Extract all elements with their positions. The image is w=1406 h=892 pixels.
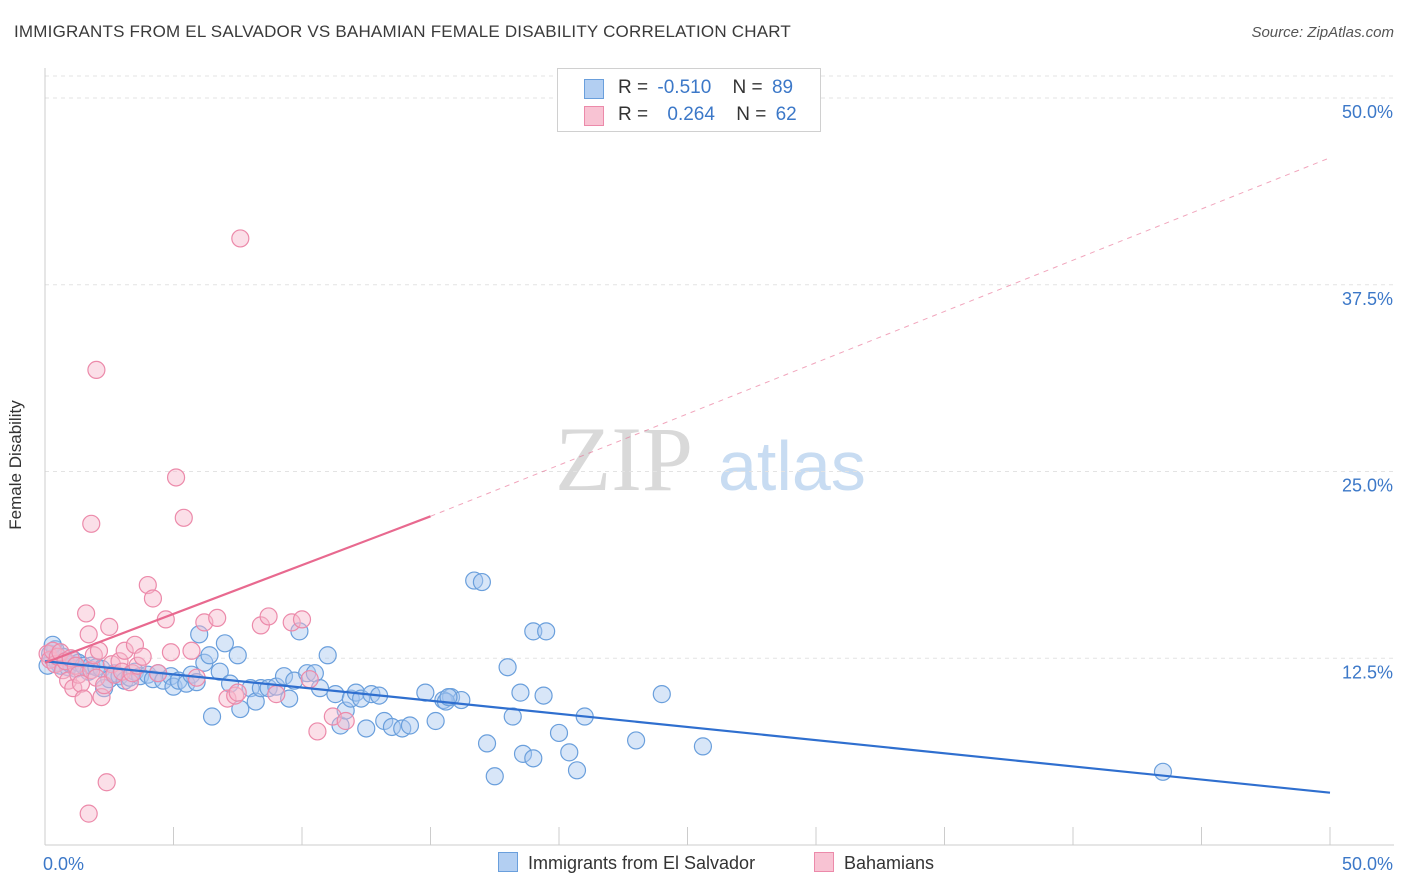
bottom-legend-label: Bahamians [844,853,935,873]
data-point-bahamians [133,647,152,666]
data-point-el-salvador [626,731,646,750]
data-point-el-salvador [537,622,556,641]
legend-swatch-pink [584,106,604,126]
data-point-bahamians [208,608,227,628]
data-point-bahamians [292,610,312,629]
y-tick-label: 37.5% [1342,289,1393,309]
x-tick-label: 50.0% [1342,854,1393,874]
data-point-el-salvador [549,723,569,743]
legend-swatch-blue [584,79,604,99]
data-point-bahamians [174,508,193,527]
data-point-bahamians [300,670,319,689]
y-tick-label: 12.5% [1342,662,1393,682]
data-point-el-salvador [357,719,376,738]
data-point-el-salvador [567,761,587,780]
data-point-el-salvador [326,685,345,704]
data-point-bahamians [51,643,70,662]
bottom-legend-bahamians: Bahamians [814,852,934,874]
data-point-bahamians [77,604,96,623]
data-point-el-salvador [426,711,445,731]
data-point-el-salvador [318,646,337,665]
data-point-bahamians [87,360,106,380]
data-point-el-salvador [465,571,484,590]
data-point-el-salvador [190,625,209,644]
legend-text-bahamians: R = 0.264 N = 62 [618,104,797,126]
data-point-el-salvador [215,634,234,653]
data-point-bahamians [228,683,247,702]
y-tick-label: 50.0% [1342,102,1393,122]
data-point-bahamians [71,674,91,693]
data-point-el-salvador [524,622,543,641]
data-point-bahamians [79,804,98,823]
data-point-el-salvador [498,658,517,677]
trend-line-bahamians-extension [430,157,1331,517]
data-point-el-salvador [693,737,713,756]
trend-line-el-salvador [44,660,1331,794]
data-point-bahamians [115,641,134,660]
legend-n-label: N = [736,104,767,125]
legend-r-label: R = [618,104,649,125]
data-point-bahamians [138,575,157,595]
data-point-bahamians [308,722,327,741]
data-point-bahamians [97,773,116,792]
x-tick-label: 0.0% [43,854,84,874]
data-point-el-salvador [228,646,247,665]
data-point-bahamians [92,687,111,707]
data-point-bahamians [282,613,301,632]
bottom-legend-el-salvador: Immigrants from El Salvador [498,852,755,874]
data-point-el-salvador [485,767,504,786]
legend-r-value: 0.264 [667,104,715,125]
data-point-el-salvador [246,692,265,711]
legend-r-value: -0.510 [657,77,712,98]
data-point-el-salvador [511,683,530,702]
data-point-el-salvador [477,734,497,753]
data-point-el-salvador [341,689,360,708]
bottom-legend-swatch-pink [814,852,834,872]
legend-text-el-salvador: R = -0.510 N = 89 [618,77,793,99]
data-point-el-salvador [524,749,543,768]
data-point-bahamians [231,229,250,248]
data-point-bahamians [87,668,106,687]
data-point-bahamians [259,607,278,626]
data-point-el-salvador [513,744,533,763]
watermark-atlas: atlas [718,427,866,505]
data-point-bahamians [161,643,181,662]
data-point-el-salvador [200,646,219,665]
data-point-el-salvador [472,572,491,592]
y-tick-label: 25.0% [1342,476,1393,496]
data-point-bahamians [226,686,245,705]
data-point-bahamians [82,514,101,533]
legend-r-label: R = [618,77,649,98]
correlation-legend: R = -0.510 N = 89 R = 0.264 N = 62 [557,68,821,132]
data-point-bahamians [100,617,119,636]
data-point-bahamians [267,685,286,704]
data-point-el-salvador [652,685,671,704]
watermark-zip: ZIP [555,408,693,510]
data-point-bahamians [166,468,186,487]
bottom-legend-swatch-blue [498,852,518,872]
data-point-el-salvador [1153,762,1173,781]
trend-line-bahamians [44,515,431,664]
data-point-bahamians [182,641,201,660]
data-point-el-salvador [202,707,222,726]
legend-n-value: 89 [771,77,794,98]
legend-n-value: 62 [775,104,797,125]
chart-title: IMMIGRANTS FROM EL SALVADOR VS BAHAMIAN … [14,22,791,41]
bottom-legend-label: Immigrants from El Salvador [528,853,756,873]
legend-n-label: N = [732,77,763,98]
data-point-el-salvador [43,635,62,654]
data-point-bahamians [143,589,163,608]
data-point-bahamians [336,711,355,731]
data-point-bahamians [74,689,93,708]
source-credit: Source: ZipAtlas.com [1251,24,1394,41]
data-point-el-salvador [560,743,579,762]
data-point-bahamians [79,625,98,644]
data-point-el-salvador [400,716,420,735]
data-point-el-salvador [534,686,553,705]
